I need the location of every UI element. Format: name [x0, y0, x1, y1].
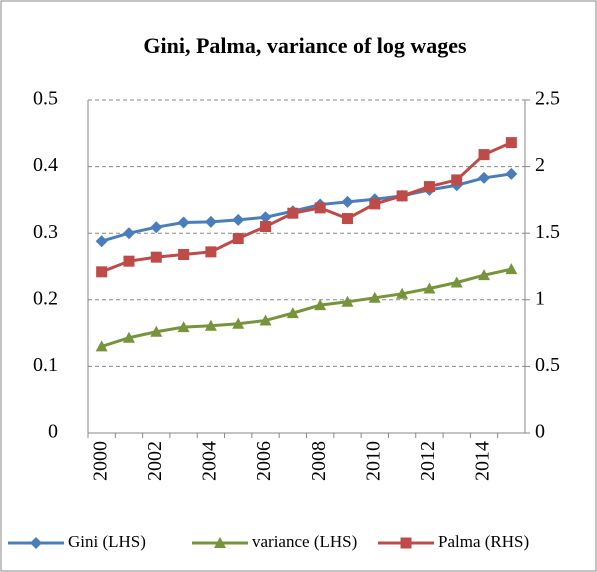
marker [150, 221, 163, 234]
marker [505, 167, 518, 180]
y2-tick-label: 1 [535, 287, 545, 309]
y2-tick-label: 2.5 [535, 88, 560, 110]
x-tick-label: 2008 [308, 441, 330, 481]
y-tick-label: 0.2 [33, 287, 58, 309]
marker [505, 137, 517, 149]
marker [368, 291, 381, 303]
marker [341, 295, 354, 307]
marker [478, 149, 490, 161]
marker [314, 299, 327, 311]
marker [450, 276, 463, 288]
marker [341, 213, 353, 225]
series-line [101, 172, 512, 243]
y-tick-label: 0.1 [33, 354, 58, 376]
marker [259, 211, 272, 224]
x-tick-label: 2004 [199, 441, 221, 481]
marker [423, 282, 436, 294]
marker [177, 216, 190, 229]
marker [369, 198, 381, 210]
marker [122, 227, 135, 240]
marker [122, 331, 135, 343]
legend-label: Palma (RHS) [438, 532, 529, 551]
marker [150, 325, 163, 337]
marker [341, 195, 354, 208]
marker [232, 213, 245, 226]
marker [30, 537, 42, 549]
marker [396, 287, 409, 299]
marker [287, 207, 299, 219]
marker [478, 171, 491, 184]
series-line [101, 267, 512, 348]
marker [178, 249, 190, 261]
marker [205, 246, 217, 258]
marker [314, 202, 326, 214]
marker [123, 255, 135, 267]
marker [400, 537, 412, 549]
series-line [101, 141, 512, 274]
y-tick-label: 0.5 [33, 88, 58, 110]
legend-label: Gini (LHS) [68, 532, 146, 551]
x-tick-label: 2010 [362, 441, 384, 481]
marker [150, 251, 162, 263]
legend-label: variance (LHS) [252, 532, 357, 551]
y2-tick-label: 0 [535, 421, 545, 443]
x-tick-label: 2002 [144, 441, 166, 481]
y2-tick-label: 0.5 [535, 354, 560, 376]
marker [260, 221, 272, 233]
marker [451, 174, 463, 186]
marker [259, 314, 272, 326]
x-tick-label: 2006 [253, 441, 275, 481]
marker [177, 321, 190, 333]
marker [423, 181, 435, 193]
marker [286, 307, 299, 319]
y-tick-label: 0 [48, 421, 58, 443]
marker [232, 317, 245, 329]
marker [96, 266, 108, 278]
marker [95, 235, 108, 248]
marker [232, 233, 244, 245]
marker [204, 319, 217, 331]
y2-tick-label: 2 [535, 154, 545, 176]
marker [396, 190, 408, 202]
marker [95, 340, 108, 352]
chart-title: Gini, Palma, variance of log wages [143, 33, 467, 58]
x-tick-label: 2000 [89, 441, 111, 481]
y-tick-label: 0.4 [33, 154, 58, 176]
marker [478, 269, 491, 281]
marker [214, 537, 226, 548]
x-tick-label: 2014 [472, 441, 494, 481]
y2-tick-label: 1.5 [535, 221, 560, 243]
marker [204, 215, 217, 228]
marker [505, 263, 518, 275]
x-tick-label: 2012 [417, 441, 439, 481]
y-tick-label: 0.3 [33, 221, 58, 243]
